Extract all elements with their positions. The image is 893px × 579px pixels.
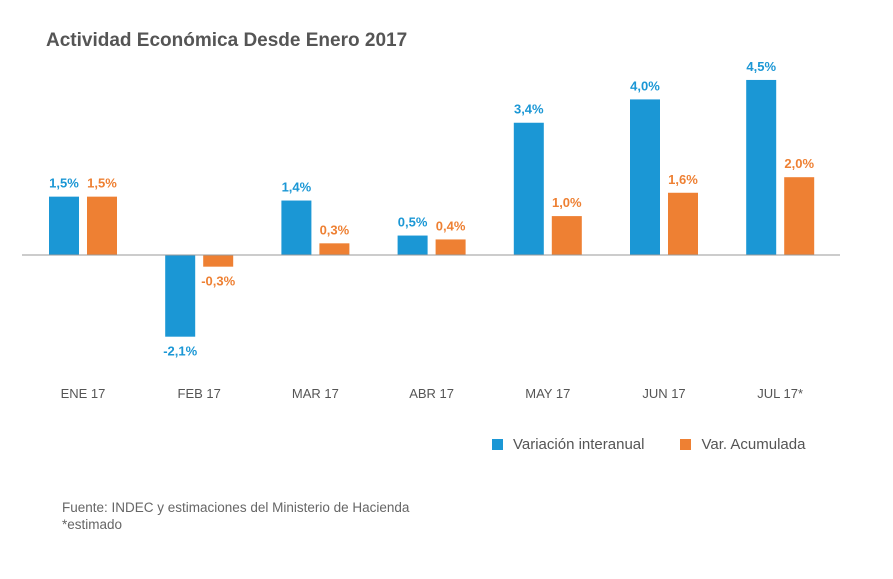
data-label-acumulada-5: 1,6%	[668, 172, 698, 187]
legend-label-interanual: Variación interanual	[513, 436, 645, 453]
legend-item-interanual: Variación interanual	[492, 436, 644, 453]
data-label-interanual-4: 3,4%	[514, 102, 544, 117]
category-label-4: MAY 17	[525, 386, 570, 401]
data-label-interanual-2: 1,4%	[282, 180, 312, 195]
bar-chart: 1,5% 1,5% ENE 17 -2,1% -0,3% FEB 17 1,4% 0,3% MA…	[22, 59, 840, 401]
data-label-interanual-3: 0,5%	[398, 215, 428, 230]
bar-acumulada-0	[87, 196, 117, 255]
bar-acumulada-3	[435, 239, 466, 255]
data-label-acumulada-0: 1,5%	[87, 176, 117, 191]
bar-interanual-3	[397, 235, 428, 255]
data-label-acumulada-2: 0,3%	[320, 222, 350, 237]
bar-acumulada-4	[551, 216, 582, 255]
bar-acumulada-1	[203, 255, 234, 267]
data-label-acumulada-3: 0,4%	[436, 218, 466, 233]
legend-label-acumulada: Var. Acumulada	[701, 436, 806, 453]
bar-interanual-1	[165, 255, 196, 337]
category-label-5: JUN 17	[642, 386, 685, 401]
data-label-acumulada-1: -0,3%	[201, 274, 235, 289]
data-label-acumulada-4: 1,0%	[552, 195, 582, 210]
bar-interanual-4	[513, 122, 544, 256]
labels-group: 1,5% 1,5% ENE 17 -2,1% -0,3% FEB 17 1,4% 0,3% MA…	[49, 59, 814, 401]
legend: Variación interanual Var. Acumulada	[492, 436, 841, 453]
data-label-interanual-6: 4,5%	[746, 59, 776, 74]
source-note: Fuente: INDEC y estimaciones del Ministe…	[62, 500, 410, 515]
bar-acumulada-6	[784, 177, 815, 255]
bar-interanual-6	[746, 79, 777, 255]
data-label-acumulada-6: 2,0%	[784, 156, 814, 171]
category-label-0: ENE 17	[61, 386, 106, 401]
category-label-2: MAR 17	[292, 386, 339, 401]
bar-interanual-0	[49, 196, 79, 255]
bar-acumulada-5	[668, 192, 698, 255]
chart-footer: Fuente: INDEC y estimaciones del Ministe…	[62, 499, 409, 533]
bars-group	[49, 79, 815, 337]
category-label-1: FEB 17	[178, 386, 221, 401]
category-label-3: ABR 17	[409, 386, 454, 401]
data-label-interanual-5: 4,0%	[630, 78, 660, 93]
chart-title: Actividad Económica Desde Enero 2017	[46, 30, 408, 51]
bar-acumulada-2	[319, 243, 350, 255]
category-label-6: JUL 17*	[757, 386, 803, 401]
legend-swatch-interanual	[492, 439, 503, 450]
estimate-note: *estimado	[62, 517, 123, 532]
bar-interanual-5	[630, 99, 660, 256]
legend-swatch-acumulada	[680, 439, 692, 450]
bar-interanual-2	[281, 200, 312, 255]
legend-item-acumulada: Var. Acumulada	[680, 436, 805, 453]
data-label-interanual-0: 1,5%	[49, 176, 79, 191]
data-label-interanual-1: -2,1%	[163, 344, 197, 359]
